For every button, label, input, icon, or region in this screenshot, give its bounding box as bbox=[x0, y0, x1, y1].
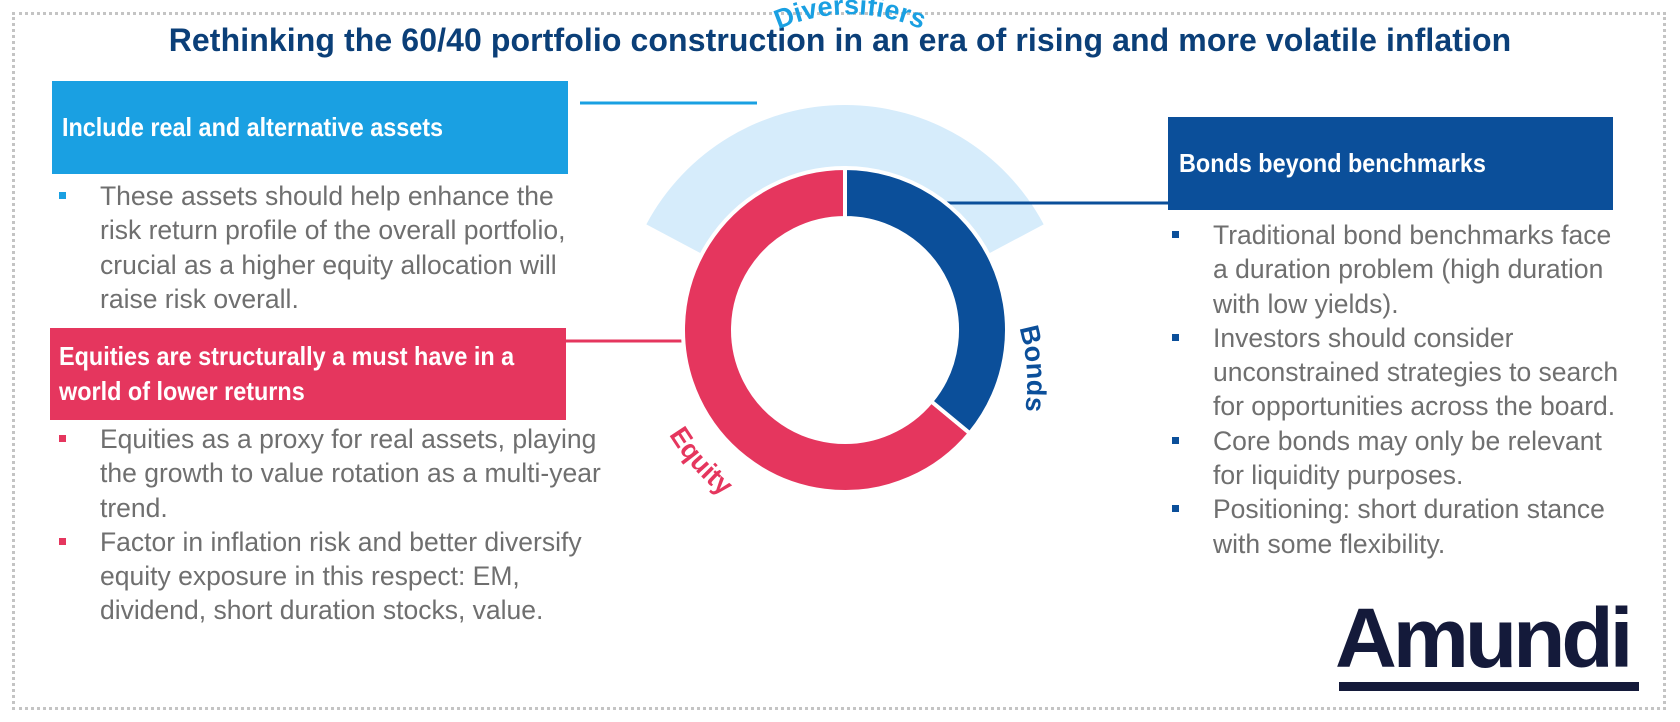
diversifiers-label: Diversifiers bbox=[770, 0, 931, 35]
real-assets-bullet-list: These assets should help enhance the ris… bbox=[53, 179, 593, 316]
dotted-frame bbox=[12, 12, 1666, 710]
logo-text: Amundi bbox=[1335, 591, 1633, 685]
equity-segment bbox=[681, 165, 973, 494]
list-item: These assets should help enhance the ris… bbox=[53, 179, 593, 316]
list-item: Investors should consider unconstrained … bbox=[1166, 321, 1626, 424]
real-assets-heading: Include real and alternative assets bbox=[62, 112, 444, 142]
list-item: Equities as a proxy for real assets, pla… bbox=[53, 422, 613, 525]
bonds-heading: Bonds beyond benchmarks bbox=[1179, 148, 1486, 178]
equities-heading: Equities are structurally a must have in… bbox=[59, 341, 515, 406]
list-item: Traditional bond benchmarks face a durat… bbox=[1166, 218, 1626, 321]
equities-bullet-list: Equities as a proxy for real assets, pla… bbox=[53, 422, 613, 628]
list-item: Positioning: short duration stance with … bbox=[1166, 492, 1626, 561]
diversifiers-band bbox=[646, 105, 1044, 255]
list-item: Core bonds may only be relevant for liqu… bbox=[1166, 424, 1626, 493]
diversifiers-label-text: Diversifiers bbox=[770, 0, 931, 35]
amundi-logo: Amundi bbox=[1335, 596, 1645, 696]
page-title: Rethinking the 60/40 portfolio construct… bbox=[168, 22, 1512, 58]
bonds-segment bbox=[843, 165, 1009, 437]
bonds-heading-box: Bonds beyond benchmarks bbox=[1168, 117, 1613, 210]
logo-underline bbox=[1339, 682, 1639, 691]
bonds-label: Bonds bbox=[1014, 322, 1052, 413]
bonds-label-text: Bonds bbox=[1014, 322, 1052, 413]
equities-heading-box: Equities are structurally a must have in… bbox=[50, 328, 566, 420]
real-assets-heading-box: Include real and alternative assets bbox=[52, 81, 568, 174]
bonds-bullet-list: Traditional bond benchmarks face a durat… bbox=[1166, 218, 1626, 561]
list-item: Factor in inflation risk and better dive… bbox=[53, 525, 613, 628]
